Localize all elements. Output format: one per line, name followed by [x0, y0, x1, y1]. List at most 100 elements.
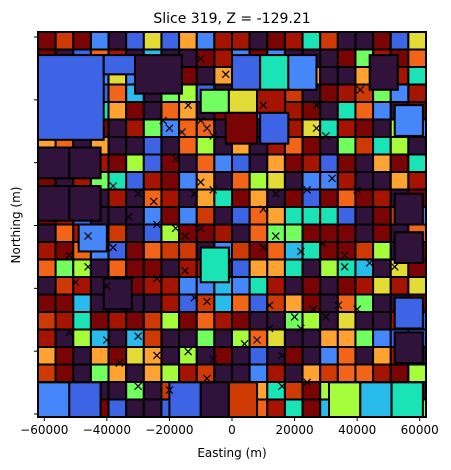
grid-cell [231, 293, 251, 313]
x-marker [321, 312, 330, 321]
grid-cell [160, 206, 181, 226]
x-marker [265, 301, 274, 310]
x-axis-label: Easting (m) [197, 446, 266, 460]
x-marker-stroke [340, 262, 349, 271]
x-marker [353, 305, 362, 314]
grid-cell [178, 328, 198, 348]
x-marker-stroke [265, 324, 274, 333]
grid-cell [231, 188, 251, 208]
grid-cell [107, 363, 128, 383]
grid-cell [336, 31, 357, 51]
grid-cell [319, 83, 339, 103]
grid-cell [389, 136, 410, 156]
x-marker [253, 336, 261, 344]
grid-cell [54, 258, 75, 278]
grid-cell [354, 136, 375, 156]
merged-cell [199, 381, 230, 419]
grid-cell [301, 171, 322, 191]
grid-cell [142, 328, 163, 348]
grid-cell [407, 31, 428, 51]
grid-cell [389, 31, 410, 51]
x-marker-stroke [209, 355, 218, 364]
grid-cell [266, 311, 286, 331]
x-marker [321, 132, 330, 140]
merged-cell [390, 381, 424, 419]
grid-cell [142, 153, 163, 173]
x-marker [115, 359, 124, 368]
x-marker-stroke [278, 382, 286, 391]
x-marker [184, 347, 193, 356]
grid-cell [354, 188, 375, 208]
grid-cell [37, 223, 57, 243]
grid-cell [336, 83, 357, 103]
grid-cell [248, 311, 269, 331]
grid-cell [319, 328, 339, 348]
grid-cell [372, 311, 392, 331]
grid-cell [142, 188, 163, 208]
x-marker-stroke [84, 232, 92, 240]
grid-cell [248, 153, 269, 173]
grid-cell [231, 171, 251, 191]
x-marker [134, 189, 143, 198]
grid-cell [407, 153, 428, 173]
x-marker [278, 351, 286, 360]
grid-cell [336, 311, 357, 331]
grid-cell [178, 31, 198, 51]
grid-cell [178, 153, 198, 173]
grid-cell [283, 328, 304, 348]
x-marker [278, 382, 286, 391]
x-marker-stroke [278, 351, 286, 360]
grid-cell [213, 346, 233, 366]
grid-cell [248, 363, 269, 383]
grid-cell [336, 188, 357, 208]
merged-cell [168, 381, 202, 419]
grid-cell [283, 153, 304, 173]
merged-cell [37, 54, 105, 141]
grid-cell [37, 328, 57, 348]
grid-cell [372, 293, 392, 313]
grid-cell [354, 101, 375, 121]
x-marker [203, 124, 211, 133]
grid-cell [301, 328, 322, 348]
grid-cell [266, 293, 286, 313]
grid-cell [72, 258, 92, 278]
grid-cell [231, 241, 251, 261]
x-marker-stroke [356, 85, 365, 94]
x-marker-stroke [196, 116, 205, 125]
grid-cell [231, 328, 251, 348]
x-marker [240, 339, 249, 348]
grid-cell [89, 346, 110, 366]
grid-cell [372, 188, 392, 208]
grid-cell [354, 328, 375, 348]
grid-cell [354, 153, 375, 173]
grid-cell [142, 171, 163, 191]
grid-cell [266, 398, 286, 418]
grid-cell [319, 346, 339, 366]
x-marker-stroke [296, 324, 305, 333]
grid-cell [248, 346, 269, 366]
x-marker [171, 155, 180, 163]
grid-cell [283, 31, 304, 51]
grid-cell [178, 171, 198, 191]
x-marker [184, 101, 193, 110]
grid-cell [125, 346, 145, 366]
x-marker-stroke [102, 336, 111, 344]
x-marker [102, 336, 111, 344]
grid-cell [160, 346, 181, 366]
grid-cell [125, 328, 145, 348]
grid-cell [72, 346, 92, 366]
grid-cell [195, 31, 216, 51]
grid-cell [266, 223, 286, 243]
grid-cell [213, 293, 233, 313]
grid-cell [125, 206, 145, 226]
grid-cell [107, 188, 128, 208]
x-marker [312, 124, 321, 133]
grid-cell [248, 31, 269, 51]
grid-cell [301, 31, 322, 51]
grid-cell [319, 258, 339, 278]
x-marker-stroke [321, 312, 330, 321]
grid-cell [354, 346, 375, 366]
grid-cell [142, 136, 163, 156]
x-marker-stroke [203, 297, 211, 306]
grid-cell [248, 171, 269, 191]
